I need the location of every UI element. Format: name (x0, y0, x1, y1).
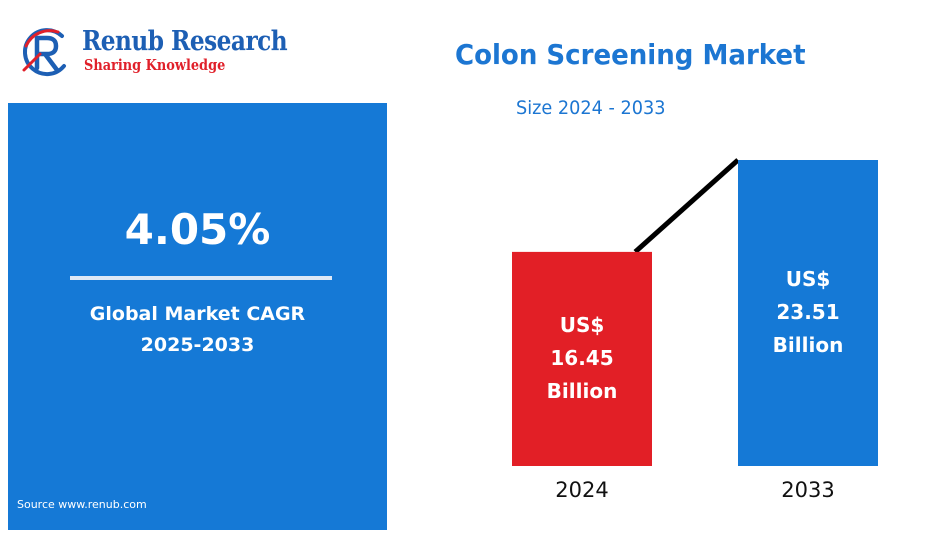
brand-tagline: Sharing Knowledge (84, 56, 226, 74)
cagr-panel: 4.05% Global Market CAGR 2025-2033 Sourc… (8, 103, 387, 530)
x-tick-label-2033: 2033 (781, 478, 835, 502)
cagr-label-line2: 2025-2033 (140, 334, 255, 356)
renub-logo: Renub Research Sharing Knowledge (18, 24, 308, 80)
chart-title: Colon Screening Market (455, 38, 806, 71)
x-tick-label-2024: 2024 (555, 478, 609, 502)
bar-2033 (738, 160, 878, 466)
bar-value-line3: Billion (772, 333, 844, 357)
market-size-chart: US$ 16.45 Billion US$ 23.51 Billion 2024 2033 (440, 130, 925, 542)
renub-logo-mark-icon (22, 28, 66, 77)
bar-2024 (512, 251, 652, 466)
bar-value-line3: Billion (546, 378, 618, 403)
bar-value-label-2024: US$ 16.45 Billion (512, 309, 652, 408)
chart-svg (512, 158, 878, 466)
cagr-label-line1: Global Market CAGR (89, 303, 306, 325)
bar-value-line1: US$ (785, 267, 831, 291)
bar-value-label-2033: US$ 23.51 Billion (738, 263, 878, 362)
chart-subtitle: Size 2024 - 2033 (516, 97, 666, 119)
trend-line (633, 158, 740, 254)
bar-value-line2: 16.45 (550, 345, 614, 370)
bar-value-line1: US$ (559, 312, 605, 337)
cagr-label: Global Market CAGR 2025-2033 (8, 299, 387, 361)
cagr-value: 4.05% (124, 205, 271, 254)
cagr-divider (70, 276, 332, 280)
brand-name: Renub Research (82, 26, 288, 57)
bar-value-line2: 23.51 (776, 300, 840, 324)
source-note: Source www.renub.com (17, 498, 147, 511)
